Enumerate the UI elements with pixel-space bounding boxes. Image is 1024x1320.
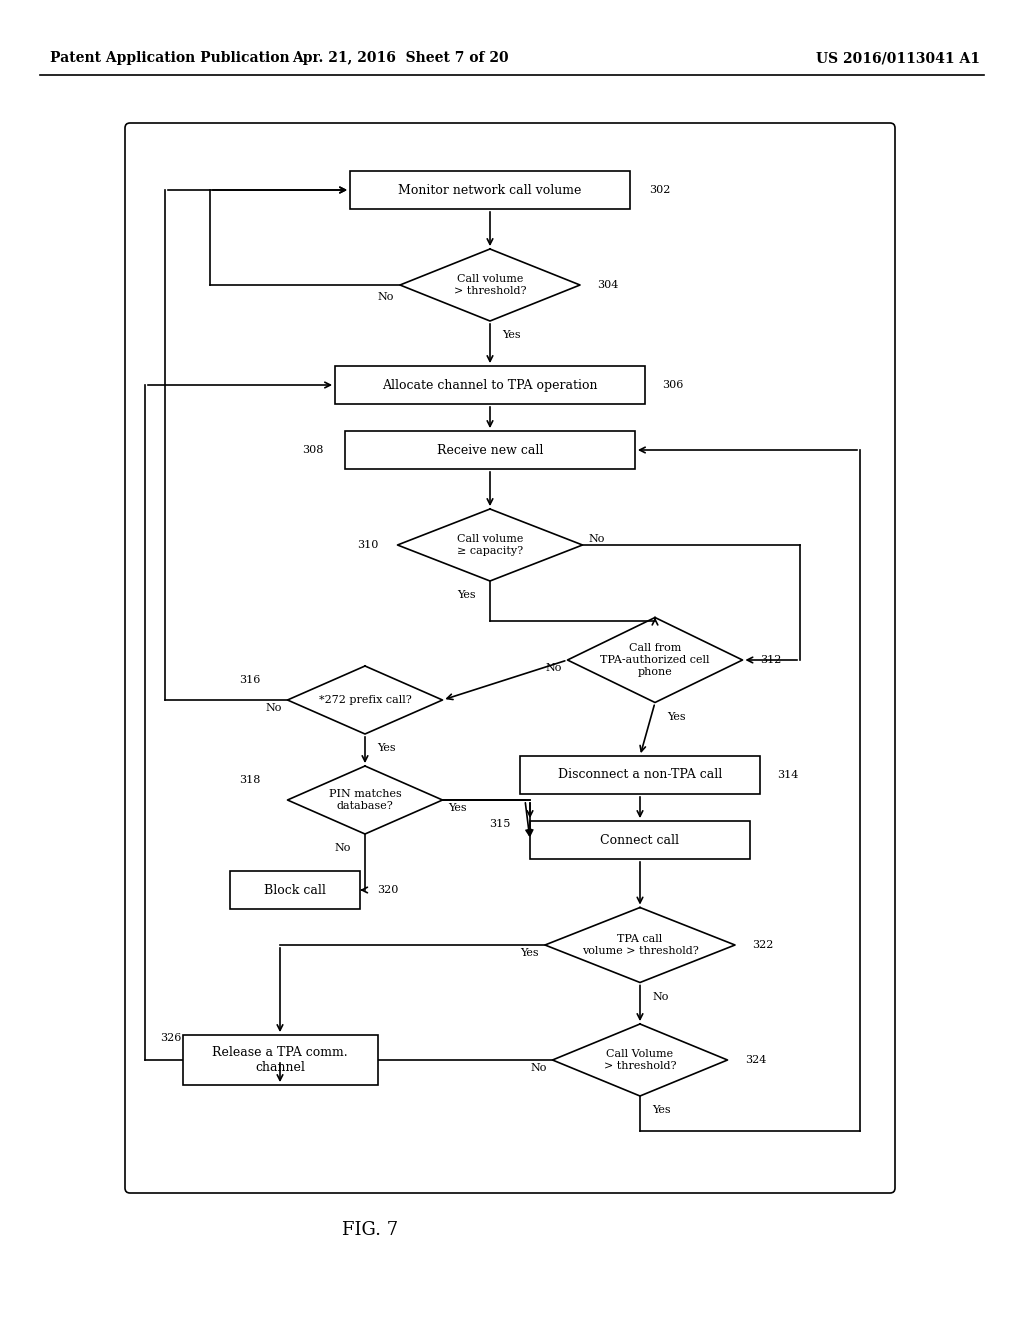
Text: No: No	[335, 843, 351, 853]
Text: Apr. 21, 2016  Sheet 7 of 20: Apr. 21, 2016 Sheet 7 of 20	[292, 51, 508, 65]
Text: Yes: Yes	[667, 711, 686, 722]
FancyBboxPatch shape	[520, 756, 760, 795]
Text: No: No	[265, 704, 282, 713]
Text: Disconnect a non-TPA call: Disconnect a non-TPA call	[558, 768, 722, 781]
Text: US 2016/0113041 A1: US 2016/0113041 A1	[816, 51, 980, 65]
Text: No: No	[545, 663, 561, 673]
Polygon shape	[400, 249, 580, 321]
FancyBboxPatch shape	[350, 172, 630, 209]
Text: Yes: Yes	[520, 948, 539, 958]
Text: Call Volume
> threshold?: Call Volume > threshold?	[604, 1049, 676, 1071]
Text: No: No	[378, 292, 394, 302]
Text: Call volume
> threshold?: Call volume > threshold?	[454, 275, 526, 296]
Text: Release a TPA comm.
channel: Release a TPA comm. channel	[212, 1045, 348, 1074]
Text: 324: 324	[744, 1055, 766, 1065]
FancyBboxPatch shape	[182, 1035, 378, 1085]
Text: 322: 322	[753, 940, 774, 950]
Text: 308: 308	[302, 445, 324, 455]
Text: 326: 326	[160, 1034, 181, 1043]
Text: Yes: Yes	[502, 330, 520, 341]
Text: No: No	[589, 535, 605, 544]
Text: 306: 306	[663, 380, 684, 389]
Text: 315: 315	[489, 818, 511, 829]
Text: No: No	[530, 1063, 547, 1073]
Polygon shape	[288, 667, 442, 734]
FancyBboxPatch shape	[125, 123, 895, 1193]
Text: Patent Application Publication: Patent Application Publication	[50, 51, 290, 65]
Text: 312: 312	[760, 655, 781, 665]
Text: 314: 314	[777, 770, 799, 780]
Text: No: No	[652, 991, 669, 1002]
Text: Connect call: Connect call	[600, 833, 680, 846]
Text: 316: 316	[239, 675, 260, 685]
Text: Block call: Block call	[264, 883, 326, 896]
Text: 302: 302	[649, 185, 671, 195]
Text: 320: 320	[377, 884, 398, 895]
Text: Allocate channel to TPA operation: Allocate channel to TPA operation	[382, 379, 598, 392]
Text: FIG. 7: FIG. 7	[342, 1221, 398, 1239]
Text: Call volume
≥ capacity?: Call volume ≥ capacity?	[457, 535, 523, 556]
Text: Receive new call: Receive new call	[437, 444, 543, 457]
Text: PIN matches
database?: PIN matches database?	[329, 789, 401, 810]
Polygon shape	[567, 618, 742, 702]
FancyBboxPatch shape	[345, 432, 635, 469]
Text: 318: 318	[239, 775, 260, 785]
Text: Yes: Yes	[458, 590, 476, 601]
FancyBboxPatch shape	[530, 821, 750, 859]
Text: TPA call
volume > threshold?: TPA call volume > threshold?	[582, 935, 698, 956]
Polygon shape	[288, 766, 442, 834]
Text: Yes: Yes	[652, 1105, 671, 1115]
Text: 304: 304	[597, 280, 618, 290]
Text: Yes: Yes	[377, 743, 395, 752]
FancyBboxPatch shape	[335, 366, 645, 404]
Text: Call from
TPA-authorized cell
phone: Call from TPA-authorized cell phone	[600, 643, 710, 677]
Polygon shape	[553, 1024, 727, 1096]
Text: 310: 310	[356, 540, 378, 550]
Text: Yes: Yes	[449, 803, 467, 813]
Text: *272 prefix call?: *272 prefix call?	[318, 696, 412, 705]
Polygon shape	[545, 908, 735, 982]
Text: Monitor network call volume: Monitor network call volume	[398, 183, 582, 197]
FancyBboxPatch shape	[230, 871, 360, 909]
Polygon shape	[397, 510, 583, 581]
